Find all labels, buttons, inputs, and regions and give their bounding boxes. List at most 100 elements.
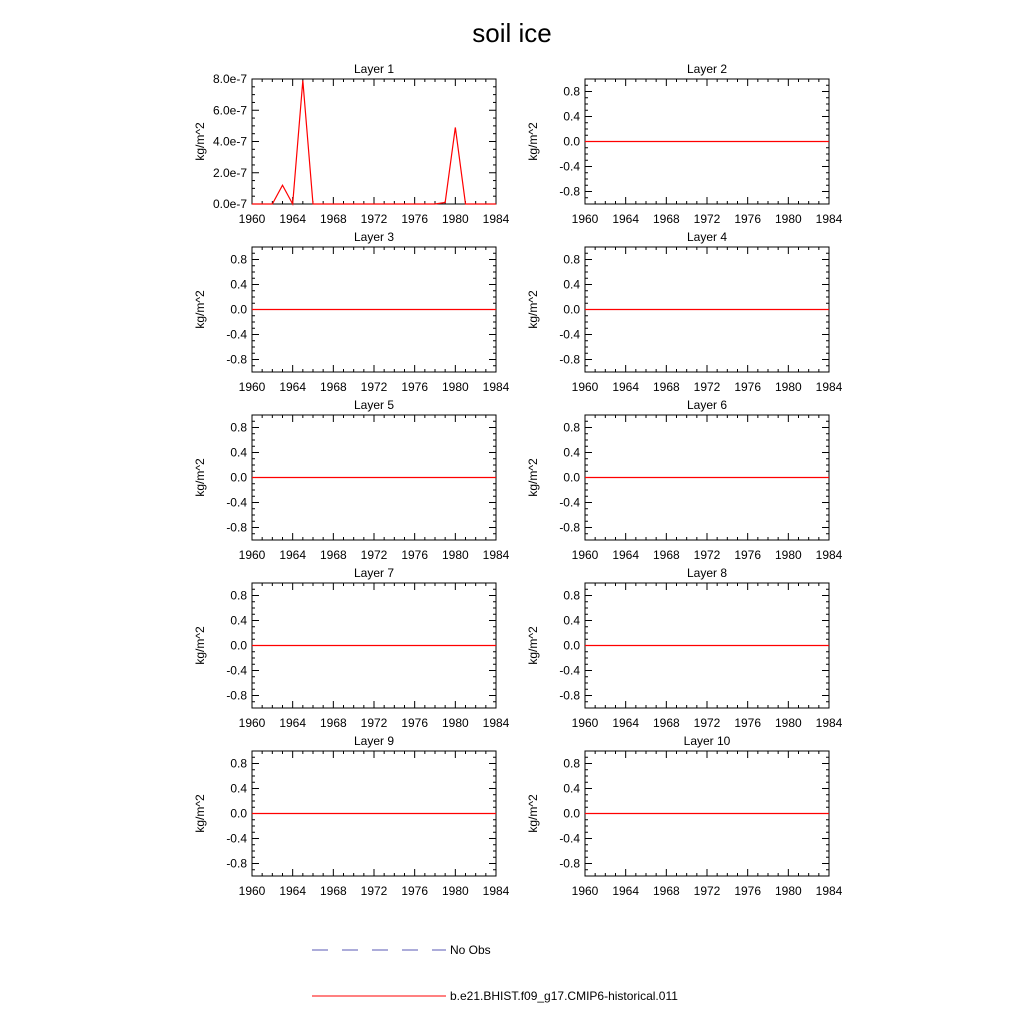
figure-title: soil ice <box>472 18 551 48</box>
y-axis-label: kg/m^2 <box>193 794 207 833</box>
x-tick-label: 1964 <box>612 212 639 226</box>
y-tick-label: -0.8 <box>559 353 580 367</box>
y-tick-label: 0.0 <box>563 639 580 653</box>
x-tick-label: 1976 <box>401 212 428 226</box>
x-tick-label: 1968 <box>320 212 347 226</box>
panel-title: Layer 4 <box>687 230 727 244</box>
y-tick-label: -0.4 <box>559 328 580 342</box>
legend: No Obs b.e21.BHIST.f09_g17.CMIP6-historic… <box>312 943 678 1003</box>
y-tick-label: 0.8 <box>230 589 247 603</box>
panel-1: Layer 1 kg/m^2 1960 1964 1968 1972 1976 1980 198… <box>193 62 510 226</box>
y-tick-label: 2.0e-7 <box>213 166 247 180</box>
x-tick-label: 1972 <box>361 884 388 898</box>
x-tick-label: 1980 <box>775 548 802 562</box>
y-tick-label: 0.8 <box>230 757 247 771</box>
y-tick-label: -0.4 <box>226 664 247 678</box>
y-axis-label: kg/m^2 <box>193 458 207 497</box>
y-tick-label: -0.8 <box>559 521 580 535</box>
series-line <box>252 80 496 207</box>
panel-title: Layer 10 <box>684 734 731 748</box>
panel-title: Layer 3 <box>354 230 394 244</box>
x-tick-label: 1960 <box>572 380 599 394</box>
legend-label-2: b.e21.BHIST.f09_g17.CMIP6-historical.011 <box>450 989 678 1003</box>
y-tick-label: 6.0e-7 <box>213 103 247 117</box>
x-tick-label: 1976 <box>401 884 428 898</box>
x-tick-label: 1964 <box>279 884 306 898</box>
x-tick-label: 1980 <box>442 212 469 226</box>
x-tick-label: 1968 <box>653 212 680 226</box>
panel-title: Layer 2 <box>687 62 727 76</box>
x-tick-label: 1968 <box>320 380 347 394</box>
x-tick-label: 1972 <box>694 380 721 394</box>
y-tick-label: 4.0e-7 <box>213 135 247 149</box>
panel-title: Layer 5 <box>354 398 394 412</box>
x-tick-label: 1964 <box>612 380 639 394</box>
x-tick-label: 1972 <box>694 548 721 562</box>
y-tick-label: 0.0 <box>230 639 247 653</box>
y-tick-label: 0.0 <box>230 807 247 821</box>
x-tick-label: 1976 <box>734 380 761 394</box>
x-tick-label: 1964 <box>279 716 306 730</box>
x-tick-label: 1984 <box>816 548 843 562</box>
x-tick-label: 1984 <box>483 548 510 562</box>
panel-title: Layer 7 <box>354 566 394 580</box>
panel-9: Layer 9 kg/m^2 1960 1964 1968 1972 1976 1980 198… <box>193 734 510 898</box>
x-tick-label: 1980 <box>442 548 469 562</box>
x-tick-label: 1972 <box>694 884 721 898</box>
y-tick-label: 0.0 <box>230 471 247 485</box>
x-tick-label: 1976 <box>734 212 761 226</box>
x-tick-label: 1972 <box>694 716 721 730</box>
x-tick-label: 1964 <box>612 716 639 730</box>
y-axis-label: kg/m^2 <box>526 458 540 497</box>
y-tick-label: 0.4 <box>563 110 580 124</box>
x-tick-label: 1984 <box>483 212 510 226</box>
x-tick-label: 1976 <box>401 380 428 394</box>
x-tick-label: 1968 <box>320 884 347 898</box>
x-tick-label: 1968 <box>320 548 347 562</box>
x-tick-label: 1980 <box>775 212 802 226</box>
y-tick-label: 0.0 <box>563 135 580 149</box>
x-tick-label: 1960 <box>572 212 599 226</box>
y-tick-label: 0.4 <box>563 614 580 628</box>
y-tick-label: -0.8 <box>559 185 580 199</box>
panel-10: Layer 10 kg/m^2 1960 1964 1968 1972 1976 1980 19… <box>526 734 843 898</box>
x-tick-label: 1972 <box>361 212 388 226</box>
x-tick-label: 1960 <box>239 884 266 898</box>
x-tick-label: 1976 <box>734 548 761 562</box>
y-tick-label: 0.4 <box>230 278 247 292</box>
y-tick-label: 0.0e-7 <box>213 197 247 211</box>
y-tick-label: -0.4 <box>559 160 580 174</box>
x-tick-label: 1980 <box>775 380 802 394</box>
y-axis-label: kg/m^2 <box>526 794 540 833</box>
x-tick-label: 1960 <box>239 380 266 394</box>
y-tick-label: -0.4 <box>559 832 580 846</box>
x-tick-label: 1964 <box>279 380 306 394</box>
x-tick-label: 1984 <box>483 380 510 394</box>
y-tick-label: 0.0 <box>563 807 580 821</box>
y-axis-label: kg/m^2 <box>193 290 207 329</box>
legend-label-1: No Obs <box>450 943 491 957</box>
x-tick-label: 1984 <box>816 716 843 730</box>
x-tick-label: 1960 <box>572 716 599 730</box>
x-tick-label: 1968 <box>653 548 680 562</box>
panel-3: Layer 3 kg/m^2 1960 1964 1968 1972 1976 1980 198… <box>193 230 510 394</box>
x-tick-label: 1984 <box>483 716 510 730</box>
y-tick-label: -0.8 <box>226 689 247 703</box>
y-tick-label: 0.8 <box>563 757 580 771</box>
y-tick-label: -0.4 <box>226 832 247 846</box>
y-tick-label: 0.4 <box>563 782 580 796</box>
panels-group: Layer 1 kg/m^2 1960 1964 1968 1972 1976 1980 198… <box>193 62 843 898</box>
panel-title: Layer 9 <box>354 734 394 748</box>
y-tick-label: 0.0 <box>563 471 580 485</box>
x-tick-label: 1984 <box>816 212 843 226</box>
x-tick-label: 1980 <box>442 884 469 898</box>
y-tick-label: 0.8 <box>563 421 580 435</box>
y-tick-label: 8.0e-7 <box>213 72 247 86</box>
x-tick-label: 1972 <box>361 380 388 394</box>
y-tick-label: 0.8 <box>230 421 247 435</box>
x-tick-label: 1960 <box>239 548 266 562</box>
panel-5: Layer 5 kg/m^2 1960 1964 1968 1972 1976 1980 198… <box>193 398 510 562</box>
x-tick-label: 1976 <box>734 716 761 730</box>
x-tick-label: 1968 <box>320 716 347 730</box>
y-tick-label: 0.4 <box>230 782 247 796</box>
